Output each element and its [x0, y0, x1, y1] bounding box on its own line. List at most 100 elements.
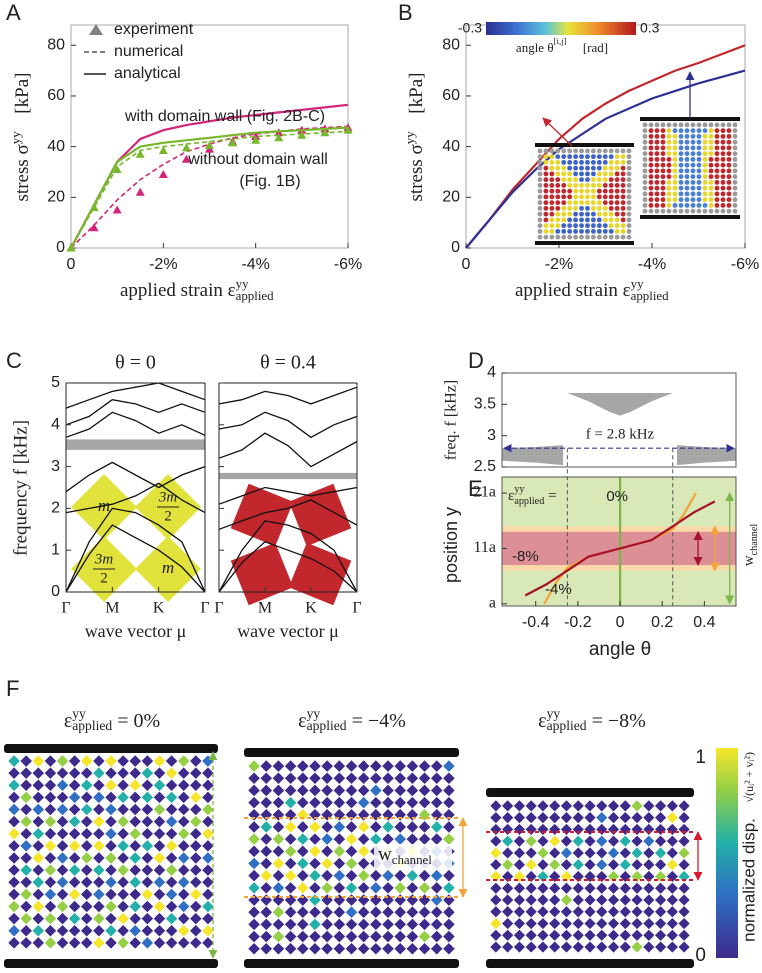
lattice-cell [93, 912, 105, 925]
lattice-cell [309, 857, 321, 870]
lattice-cell [345, 894, 358, 906]
lattice-cell [44, 767, 57, 779]
inset-node [678, 151, 684, 157]
inset-node [672, 156, 678, 162]
lattice-cell [490, 941, 502, 953]
lattice-cell [202, 815, 214, 828]
inset-node [672, 168, 678, 174]
lattice-cell [345, 796, 358, 809]
inset-node [555, 205, 561, 211]
lattice-cell [260, 760, 273, 772]
lattice-cell [345, 930, 358, 943]
inset-node [732, 208, 738, 214]
lattice-cell [8, 900, 20, 913]
lattice-cell [321, 772, 333, 785]
lattice-cell [619, 894, 631, 906]
lattice-cell [549, 906, 561, 918]
inset-node [726, 162, 732, 168]
lattice-cell [284, 760, 297, 772]
y-tick-label: 0 [451, 239, 460, 256]
lattice-cell [321, 942, 333, 955]
lattice-cell [357, 857, 370, 870]
lattice-cell [513, 906, 525, 918]
inset-node [620, 234, 626, 240]
inset-node [555, 200, 561, 206]
lattice-cell [655, 917, 667, 930]
lattice-cell [165, 767, 178, 779]
legend-marker [89, 24, 103, 35]
lattice-cell [284, 906, 297, 918]
inset-node [567, 228, 573, 234]
lattice-cell [430, 833, 443, 845]
series-annotation: with domain wall (Fig. 2B-C) [124, 108, 325, 125]
lattice-cell [153, 912, 166, 925]
lattice-cell [666, 882, 678, 894]
inset-node [585, 159, 590, 165]
lattice-cell [345, 845, 358, 858]
inset-node [596, 182, 602, 188]
inset-node [543, 188, 549, 194]
lattice-cell [93, 876, 105, 888]
inset-node [614, 171, 620, 177]
lattice-cell [631, 917, 643, 930]
inset-node [642, 168, 648, 174]
inset-node [620, 223, 626, 229]
inset-node [660, 179, 666, 185]
inset-node [537, 211, 543, 217]
lattice-cell [490, 823, 502, 835]
inset-node [608, 211, 614, 217]
y-tick-label: 20 [442, 189, 460, 206]
x-tick-label: Γ [352, 600, 361, 617]
inset-node [590, 217, 596, 223]
inset-node [684, 174, 690, 180]
inset-node [684, 139, 690, 145]
inset-node [561, 217, 567, 223]
inset-node [549, 217, 555, 223]
inset-node [654, 122, 660, 128]
inset-node [596, 200, 602, 206]
inset-node [614, 228, 620, 234]
lattice-cell [93, 755, 105, 767]
lattice-cell [153, 755, 166, 767]
inset-node [567, 177, 573, 183]
inset-bar [535, 241, 634, 245]
lattice-cell [333, 918, 346, 931]
lattice-cell [93, 900, 105, 913]
inset-node [690, 197, 696, 203]
inset-node [714, 197, 720, 203]
inset-node [726, 133, 732, 139]
lattice-cell [333, 796, 346, 809]
inset-node [626, 194, 632, 200]
inset-node [596, 234, 602, 240]
inset-node [561, 200, 567, 206]
inset-node [702, 179, 708, 185]
inset-node [666, 168, 672, 174]
inset-node [596, 194, 602, 200]
lattice-cell [572, 847, 584, 859]
lattice-cell [56, 815, 69, 828]
lattice-cell [248, 869, 260, 882]
inset-node [567, 223, 573, 229]
lattice-cell [20, 864, 32, 876]
lattice-cell [81, 888, 93, 901]
lattice-cell [443, 894, 455, 906]
lattice-cell [105, 876, 117, 888]
lattice-cell [406, 760, 419, 772]
x-tick-label: 0 [462, 256, 471, 273]
y-axis-label: stress σyy [kPa] [8, 73, 33, 202]
lattice-cell [678, 823, 690, 835]
lattice-cell [44, 876, 57, 888]
lattice-cell [678, 882, 690, 894]
lattice-cell [8, 828, 20, 840]
y-tick-label: 11a [473, 539, 496, 556]
inset-node [678, 185, 684, 191]
lattice-cell [68, 779, 81, 792]
lattice-cell [272, 833, 285, 845]
inset-node [660, 151, 666, 157]
lattice-cell [260, 796, 273, 809]
lattice-cell [666, 823, 678, 835]
inset-node [708, 122, 714, 128]
lattice-cell [105, 924, 117, 937]
lattice-cell [643, 929, 655, 941]
inset-node [648, 179, 654, 185]
